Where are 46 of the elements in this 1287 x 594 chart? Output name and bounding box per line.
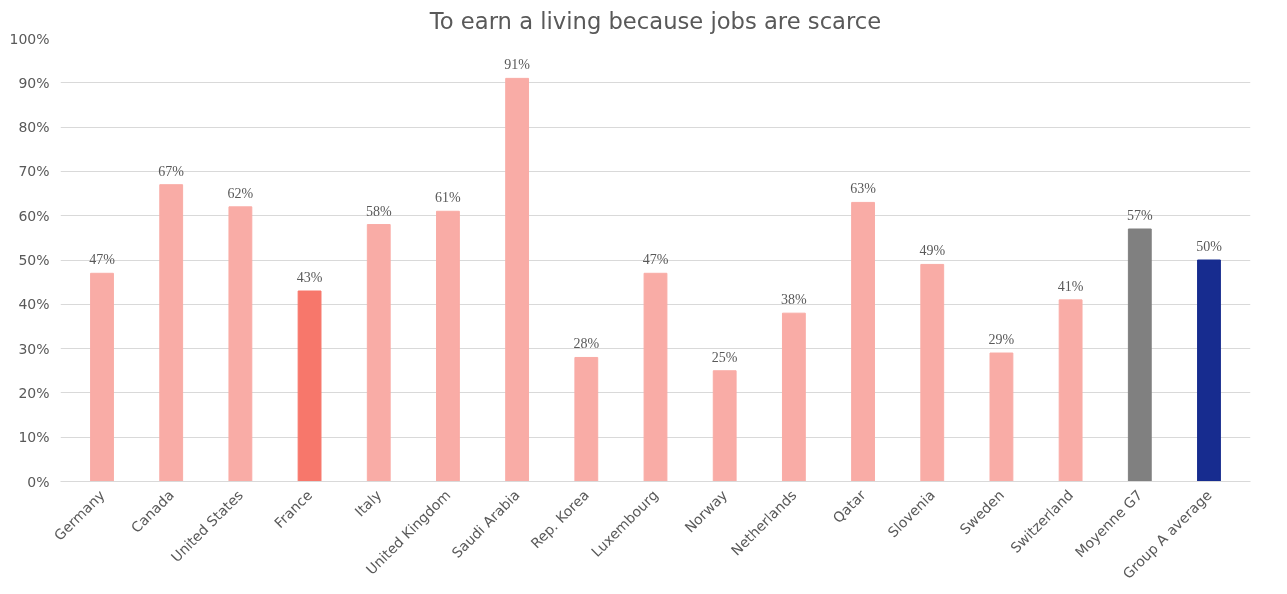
y-tick-label: 30% <box>18 340 50 357</box>
y-tick-label: 40% <box>18 296 50 313</box>
data-label: 61% <box>435 190 462 206</box>
data-label: 91% <box>504 57 531 73</box>
bar <box>989 352 1014 482</box>
data-label: 58% <box>365 203 392 219</box>
y-tick-label: 20% <box>18 384 50 401</box>
bar <box>1058 299 1083 482</box>
data-label: 50% <box>1196 239 1223 254</box>
data-label: 41% <box>1057 278 1084 294</box>
bar <box>366 224 391 482</box>
bar <box>436 210 460 482</box>
data-label: 25% <box>711 349 738 365</box>
y-tick-label: 60% <box>18 207 50 224</box>
data-label: 57% <box>1126 207 1153 223</box>
y-tick-label: 50% <box>18 252 50 268</box>
bar <box>505 77 530 482</box>
bar <box>297 290 322 482</box>
y-tick-label: 10% <box>18 429 50 446</box>
data-label: 63% <box>850 181 877 197</box>
bar <box>90 272 114 482</box>
bar <box>574 356 599 482</box>
bar <box>159 184 184 482</box>
data-label: 67% <box>158 163 185 179</box>
y-tick-label: 0% <box>27 473 50 490</box>
bar <box>781 312 806 482</box>
y-tick-label: 80% <box>18 119 50 136</box>
y-tick-label: 70% <box>18 163 50 180</box>
data-label: 49% <box>919 243 946 259</box>
y-tick-label: 100% <box>9 30 50 47</box>
data-label: 47% <box>89 252 116 268</box>
data-label: 29% <box>988 332 1015 348</box>
bar <box>228 206 253 482</box>
data-label: 43% <box>296 270 323 286</box>
chart-title: To earn a living because jobs are scarce <box>428 7 882 34</box>
bar <box>712 370 737 482</box>
bar <box>1127 228 1152 482</box>
y-tick-label: 90% <box>18 74 50 91</box>
data-label: 38% <box>781 292 808 308</box>
bar <box>851 201 875 482</box>
bar <box>1197 259 1221 482</box>
data-label: 47% <box>642 252 669 268</box>
bar <box>643 272 668 482</box>
data-label: 28% <box>573 336 600 352</box>
data-label: 62% <box>227 185 254 201</box>
bar <box>920 263 945 482</box>
